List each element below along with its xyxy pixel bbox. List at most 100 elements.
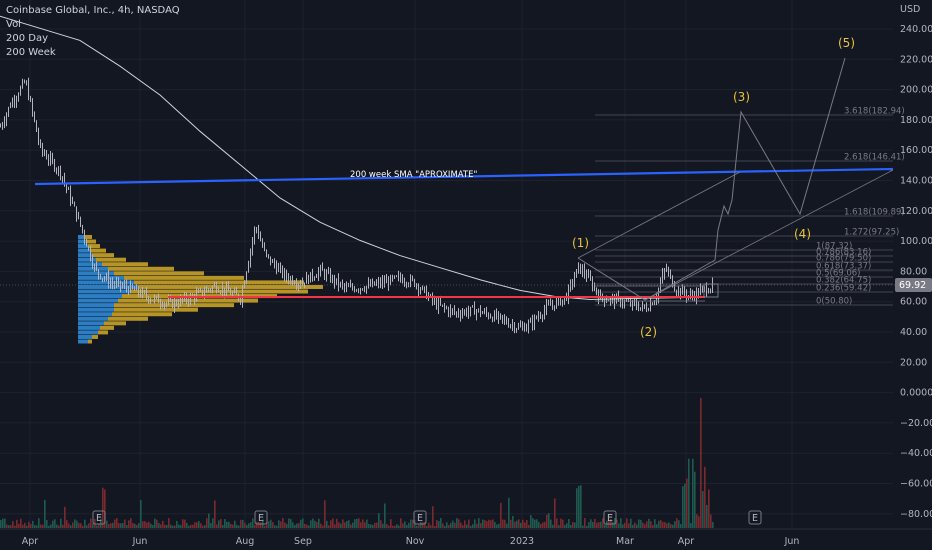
volume-bar bbox=[560, 518, 562, 528]
earnings-marker[interactable]: E bbox=[258, 513, 264, 524]
volume-bar bbox=[636, 524, 638, 528]
volume-bar bbox=[88, 523, 90, 528]
volume-bar bbox=[430, 525, 432, 528]
volume-bar bbox=[402, 523, 404, 528]
volume-bar bbox=[140, 499, 142, 528]
earnings-marker[interactable]: E bbox=[96, 513, 102, 524]
volume-bar bbox=[38, 518, 40, 528]
volume-bar bbox=[138, 523, 140, 528]
volume-bar bbox=[504, 519, 506, 528]
volume-bar bbox=[684, 483, 686, 528]
volume-bar bbox=[644, 524, 646, 528]
price-axis[interactable]: USD 240.00 220.00 200.00 180.00 160.00 140.00 1… bbox=[0, 4, 932, 520]
elliott-wave-projection: (1) (2) (3) (4) (5) bbox=[572, 36, 894, 339]
profile-bar-down bbox=[114, 307, 198, 312]
volume-bar bbox=[440, 518, 442, 528]
volume-bar bbox=[364, 522, 366, 528]
volume-bar bbox=[554, 498, 556, 528]
volume-bar bbox=[512, 515, 514, 528]
volume-bar bbox=[682, 486, 684, 528]
volume-bar bbox=[220, 519, 222, 528]
symbol-title[interactable]: Coinbase Global, Inc., 4h, NASDAQ bbox=[6, 5, 180, 16]
volume-bar bbox=[538, 521, 540, 528]
volume-bar bbox=[586, 525, 588, 528]
volume-bar bbox=[478, 518, 480, 528]
volume-bar bbox=[348, 520, 350, 528]
volume-bar bbox=[254, 524, 256, 528]
earnings-marker[interactable]: E bbox=[752, 513, 758, 524]
volume-bar bbox=[566, 523, 568, 528]
fib-level-label: 2.618(146.41) bbox=[844, 153, 905, 163]
time-tick-label: Mar bbox=[616, 536, 634, 547]
price-tick-label: 100.00 bbox=[900, 236, 932, 247]
volume-bar bbox=[374, 522, 376, 528]
time-tick-label: Apr bbox=[678, 536, 695, 547]
volume-bar bbox=[572, 521, 574, 528]
volume-bar bbox=[180, 525, 182, 528]
volume-bar bbox=[298, 523, 300, 528]
volume-bar bbox=[342, 519, 344, 528]
volume-bar bbox=[520, 522, 522, 528]
volume-bar bbox=[102, 487, 104, 528]
volume-bar bbox=[22, 524, 24, 528]
profile-bar-down bbox=[114, 271, 204, 276]
earnings-marker-box bbox=[254, 510, 268, 525]
volume-bar bbox=[490, 520, 492, 528]
volume-bar bbox=[352, 522, 354, 528]
volume-bar bbox=[600, 521, 602, 528]
fib-level-label: 0.382(64.75) bbox=[816, 276, 871, 286]
indicator-200-week[interactable]: 200 Week bbox=[6, 47, 56, 58]
earnings-marker[interactable]: E bbox=[417, 513, 423, 524]
indicator-vol[interactable]: Vol bbox=[6, 19, 21, 30]
volume-bar bbox=[130, 518, 132, 528]
volume-bar bbox=[100, 518, 102, 528]
price-tick-label: −40.00 bbox=[900, 448, 932, 459]
volume-bar bbox=[186, 522, 188, 528]
profile-bar-down bbox=[112, 312, 172, 317]
volume-bar bbox=[222, 525, 224, 528]
volume-bar bbox=[574, 522, 576, 528]
volume-bar bbox=[424, 521, 426, 528]
volume-bar bbox=[112, 522, 114, 528]
volume-bar bbox=[106, 520, 108, 528]
volume-bar bbox=[704, 466, 706, 528]
volume-bar bbox=[246, 525, 248, 528]
volume-bar bbox=[264, 525, 266, 528]
volume-bar bbox=[618, 523, 620, 528]
volume-bar bbox=[510, 519, 512, 528]
volume-bar bbox=[244, 522, 246, 528]
volume-bar bbox=[322, 525, 324, 528]
volume-bar bbox=[206, 518, 208, 528]
volume-bar bbox=[370, 524, 372, 528]
volume-bar bbox=[84, 519, 86, 528]
volume-bar bbox=[66, 520, 68, 528]
profile-bar-down bbox=[88, 244, 100, 249]
volume-bar bbox=[0, 520, 2, 528]
fib-level-label: 1.618(109.89) bbox=[844, 208, 905, 218]
volume-bar bbox=[110, 523, 112, 528]
fib-level-label: 0.236(59.42) bbox=[816, 284, 871, 294]
volume-bar bbox=[114, 519, 116, 528]
profile-bar-up bbox=[78, 321, 104, 326]
last-price-value: 69.92 bbox=[899, 280, 926, 291]
profile-bar-down bbox=[108, 266, 174, 271]
profile-bar-up bbox=[78, 253, 92, 258]
volume-bar bbox=[32, 520, 34, 528]
volume-bar bbox=[328, 525, 330, 528]
earnings-marker[interactable]: E bbox=[607, 513, 613, 524]
volume-bar bbox=[54, 519, 56, 528]
drawn-lines: 200 week SMA "APROXIMATE" bbox=[34, 167, 894, 298]
volume-bar bbox=[42, 524, 44, 528]
fib-level-label: 0(50.80) bbox=[816, 297, 852, 307]
volume-bar bbox=[564, 525, 566, 528]
profile-bar-up bbox=[78, 334, 92, 339]
time-axis[interactable]: Apr Jun Aug Sep Nov 2023 Mar Apr Jun bbox=[0, 528, 932, 547]
volume-bar bbox=[446, 522, 448, 528]
volume-bar bbox=[672, 524, 674, 528]
volume-bar bbox=[634, 522, 636, 528]
volume-bar bbox=[240, 519, 242, 528]
indicator-200-day[interactable]: 200 Day bbox=[6, 33, 49, 44]
profile-bar-down bbox=[134, 280, 304, 285]
fibonacci-extension: 3.618(182.94) 2.618(146.41) 1.618(109.89) 1… bbox=[595, 107, 905, 307]
